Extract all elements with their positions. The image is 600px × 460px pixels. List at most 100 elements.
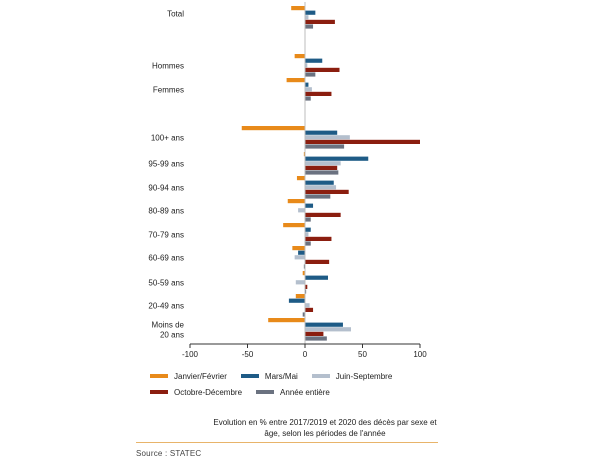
bar-50-59-ans-janvier-fevrier [302, 271, 305, 276]
legend-item-janvier-fevrier: Janvier/Février [150, 372, 227, 381]
caption-line-1: Evolution en % entre 2017/2019 et 2020 d… [213, 418, 437, 427]
bar-femmes-octobre-decembre [305, 91, 332, 96]
bar-50-59-ans-juin-septembre [295, 280, 305, 285]
bar-100-ans-mars-mai [305, 130, 338, 135]
bar-100-ans-janvier-fevrier [241, 126, 305, 131]
category-label-femmes: Femmes [153, 86, 184, 95]
bar-70-79-ans-mars-mai [305, 227, 311, 232]
legend-label-annee-entiere: Année entière [280, 387, 330, 397]
bar-hommes-octobre-decembre [305, 67, 340, 72]
legend-label-mars-mai: Mars/Mai [264, 371, 298, 381]
legend-swatch-annee-entiere [256, 390, 275, 394]
bar-moins-de-20-ans-octobre-decembre [305, 331, 324, 336]
bar-total-janvier-fevrier [291, 6, 305, 11]
caption-line-2: âge, selon les périodes de l'année [264, 429, 386, 438]
bar-60-69-ans-mars-mai [298, 250, 305, 255]
x-tick-label-4: 100 [413, 350, 427, 359]
bar-80-89-ans-janvier-fevrier [287, 199, 305, 204]
bar-90-94-ans-mars-mai [305, 180, 334, 185]
bar-80-89-ans-juin-septembre [298, 208, 305, 213]
bar-80-89-ans-mars-mai [305, 203, 314, 208]
bar-moins-de-20-ans-mars-mai [305, 322, 343, 327]
bar-60-69-ans-janvier-fevrier [292, 246, 305, 251]
category-label-70-79-ans: 70-79 ans [148, 231, 184, 240]
legend-label-juin-septembre: Juin-Septembre [335, 371, 393, 381]
bar-95-99-ans-mars-mai [305, 156, 369, 161]
bar-femmes-mars-mai [305, 82, 309, 87]
caption-divider [136, 442, 438, 443]
legend-row-2: Octobre-Décembre Année entière [150, 384, 450, 400]
bar-95-99-ans-octobre-decembre [305, 165, 338, 170]
legend-swatch-octobre-decembre [150, 390, 168, 394]
legend-swatch-juin-septembre [311, 374, 330, 378]
bar-moins-de-20-ans-janvier-fevrier [268, 318, 305, 323]
bar-70-79-ans-octobre-decembre [305, 236, 332, 241]
category-label-total: Total [167, 10, 184, 19]
bar-20-49-ans-annee-entiere [302, 312, 305, 317]
category-label-100-ans: 100+ ans [151, 134, 184, 143]
bar-70-79-ans-annee-entiere [305, 241, 311, 246]
bar-moins-de-20-ans-annee-entiere [305, 336, 327, 341]
bar-70-79-ans-juin-septembre [305, 232, 309, 237]
bar-50-59-ans-octobre-decembre [305, 284, 308, 289]
bar-90-94-ans-janvier-fevrier [296, 176, 305, 181]
category-label-20-49-ans: 20-49 ans [148, 302, 184, 311]
legend-label-octobre-decembre: Octobre-Décembre [174, 387, 243, 397]
bar-moins-de-20-ans-juin-septembre [305, 327, 351, 332]
bar-100-ans-annee-entiere [305, 144, 345, 149]
category-label-90-94-ans: 90-94 ans [148, 184, 184, 193]
bar-hommes-juin-septembre [305, 63, 308, 68]
category-label-moins-de-20-ans-line-2: 20 ans [160, 331, 184, 340]
bar-femmes-annee-entiere [305, 96, 311, 101]
x-tick-label-2: 0 [303, 350, 308, 359]
category-label-60-69-ans: 60-69 ans [148, 254, 184, 263]
bar-90-94-ans-annee-entiere [305, 194, 331, 199]
legend-item-octobre-decembre: Octobre-Décembre [150, 388, 242, 397]
x-tick-label-0: -100 [182, 350, 199, 359]
bar-20-49-ans-octobre-decembre [305, 307, 314, 312]
bar-total-juin-septembre [305, 15, 309, 20]
category-label-50-59-ans: 50-59 ans [148, 279, 184, 288]
legend-row-1: Janvier/Février Mars/Mai Juin-Septembre [150, 368, 450, 384]
source-note: Source : STATEC [136, 449, 202, 458]
bar-80-89-ans-annee-entiere [305, 217, 311, 222]
legend-item-juin-septembre: Juin-Septembre [311, 371, 393, 381]
bar-95-99-ans-juin-septembre [305, 161, 341, 166]
bar-95-99-ans-annee-entiere [305, 170, 339, 175]
bar-hommes-annee-entiere [305, 72, 316, 77]
bar-70-79-ans-janvier-fevrier [283, 223, 305, 228]
legend-item-annee-entiere: Année entière [256, 388, 330, 397]
bar-total-octobre-decembre [305, 19, 335, 24]
x-tick-label-3: 50 [358, 350, 367, 359]
bar-90-94-ans-juin-septembre [305, 185, 337, 190]
chart-caption: Evolution en % entre 2017/2019 et 2020 d… [195, 417, 455, 439]
category-label-moins-de-20-ans-line-1: Moins de [152, 321, 185, 330]
bar-95-99-ans-janvier-fevrier [303, 152, 305, 157]
bar-50-59-ans-annee-entiere [305, 289, 307, 294]
x-tick-label-1: -50 [242, 350, 254, 359]
bar-20-49-ans-janvier-fevrier [295, 294, 305, 299]
bars-group [241, 6, 420, 341]
bar-20-49-ans-juin-septembre [305, 303, 310, 308]
category-label-hommes: Hommes [152, 62, 184, 71]
legend-label-janvier-fevrier: Janvier/Février [174, 371, 227, 381]
bar-60-69-ans-juin-septembre [294, 255, 305, 260]
legend-item-mars-mai: Mars/Mai [240, 371, 298, 381]
category-label-95-99-ans: 95-99 ans [148, 160, 184, 169]
bar-total-annee-entiere [305, 24, 314, 29]
bar-50-59-ans-mars-mai [305, 275, 328, 280]
bar-100-ans-juin-septembre [305, 135, 350, 140]
x-axis-ticks: -100 -50 0 50 100 [182, 344, 427, 359]
bar-hommes-mars-mai [305, 58, 323, 63]
bar-femmes-janvier-fevrier [286, 78, 305, 83]
bar-90-94-ans-octobre-decembre [305, 189, 349, 194]
bar-100-ans-octobre-decembre [305, 139, 420, 144]
bar-60-69-ans-octobre-decembre [305, 259, 330, 264]
bar-hommes-janvier-fevrier [294, 54, 305, 59]
legend-swatch-mars-mai [240, 374, 259, 378]
bar-20-49-ans-mars-mai [288, 298, 305, 303]
legend: Janvier/Février Mars/Mai Juin-Septembre … [150, 368, 450, 400]
category-label-80-89-ans: 80-89 ans [148, 207, 184, 216]
category-labels: Total Hommes Femmes 100+ ans 95-99 ans 90-94 … [148, 10, 184, 340]
